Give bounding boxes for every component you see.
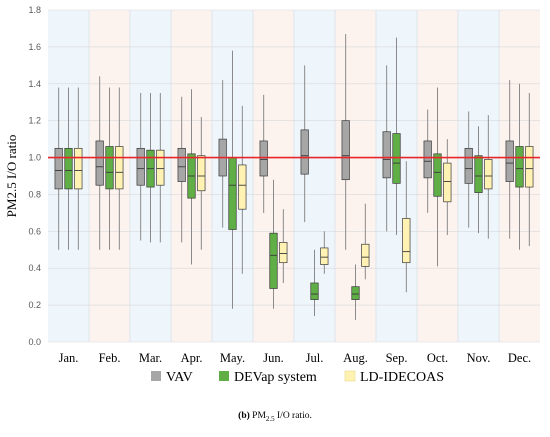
- box-devap-system: [310, 282, 319, 300]
- legend-label: VAV: [166, 370, 193, 385]
- x-tick-label: Mar.: [139, 351, 162, 365]
- y-tick-label: 0.2: [28, 300, 41, 310]
- x-tick-label: Jul.: [306, 351, 324, 365]
- box-ld-idecoas: [361, 243, 370, 267]
- y-tick-label: 0.0: [28, 337, 41, 347]
- box-vav: [382, 131, 391, 179]
- box-vav: [341, 120, 350, 181]
- box-ld-idecoas: [279, 242, 288, 264]
- box-ld-idecoas: [525, 146, 534, 188]
- y-tick-label: 1.8: [28, 5, 41, 15]
- box-ld-idecoas: [402, 218, 411, 264]
- box-vav: [259, 140, 268, 177]
- box-vav: [300, 129, 309, 175]
- x-tick-label: Jun.: [263, 351, 284, 365]
- x-tick-label: Aug.: [343, 351, 368, 365]
- box-ld-idecoas: [443, 162, 452, 203]
- x-tick-label: Oct.: [427, 351, 448, 365]
- box-vav: [177, 147, 186, 182]
- box-devap-system: [351, 286, 360, 300]
- box-ld-idecoas: [484, 159, 493, 190]
- box-devap-system: [105, 146, 114, 190]
- figure-caption: (b) PM2.5 I/O ratio.: [0, 411, 550, 423]
- y-axis-label: PM2.5 I/O ratio: [4, 135, 19, 218]
- x-tick-label: Apr.: [181, 351, 203, 365]
- box-devap-system: [392, 133, 401, 184]
- box-devap-system: [433, 153, 442, 197]
- box-vav: [464, 147, 473, 184]
- y-tick-label: 1.6: [28, 42, 41, 52]
- x-tick-label: Jan.: [59, 351, 79, 365]
- legend-swatch: [219, 371, 229, 381]
- x-tick-label: Sep.: [386, 351, 408, 365]
- box-devap-system: [474, 155, 483, 193]
- y-tick-label: 1.0: [28, 153, 41, 163]
- y-tick-label: 1.4: [28, 79, 41, 89]
- box-ld-idecoas: [74, 147, 83, 190]
- box-ld-idecoas: [238, 164, 247, 210]
- box-ld-idecoas: [197, 155, 206, 192]
- box-ld-idecoas: [320, 247, 329, 265]
- box-vav: [54, 147, 63, 190]
- box-devap-system: [64, 147, 73, 190]
- y-tick-label: 0.6: [28, 226, 41, 236]
- y-tick-label: 1.2: [28, 116, 41, 126]
- x-tick-label: Nov.: [467, 351, 491, 365]
- box-vav: [423, 140, 432, 179]
- legend-swatch: [344, 370, 356, 382]
- x-axis-labels: Jan. Feb. Mar. Apr. May. Jun. Jul. Aug. Sep. Oct.…: [59, 351, 532, 365]
- x-tick-label: Dec.: [508, 351, 531, 365]
- box-vav: [95, 140, 104, 186]
- y-tick-label: 0.4: [28, 263, 41, 273]
- caption-pm: PM: [252, 411, 266, 421]
- x-tick-label: Feb.: [99, 351, 121, 365]
- x-tick-label: May.: [220, 351, 245, 365]
- box-devap-system: [515, 146, 524, 188]
- legend: VAV DEVap system LD-IDECOAS: [151, 370, 444, 385]
- y-axis-ticks: 0.0 0.2 0.4 0.6 0.8 1.0 1.2 1.4 1.6 1.8: [28, 5, 41, 347]
- legend-label: LD-IDECOAS: [360, 370, 444, 385]
- box-vav: [136, 147, 145, 186]
- box-ld-idecoas: [115, 146, 124, 190]
- box-vav: [505, 140, 514, 182]
- box-devap-system: [228, 157, 237, 230]
- caption-label: (b): [238, 411, 250, 421]
- box-ld-idecoas: [156, 149, 165, 186]
- caption-rest: I/O ratio.: [274, 411, 312, 421]
- caption-subscript: 2.5: [265, 414, 275, 423]
- boxes: [54, 120, 534, 300]
- legend-label: DEVap system: [234, 370, 317, 385]
- legend-swatch: [151, 371, 161, 381]
- box-devap-system: [269, 232, 278, 289]
- y-tick-label: 0.8: [28, 189, 41, 199]
